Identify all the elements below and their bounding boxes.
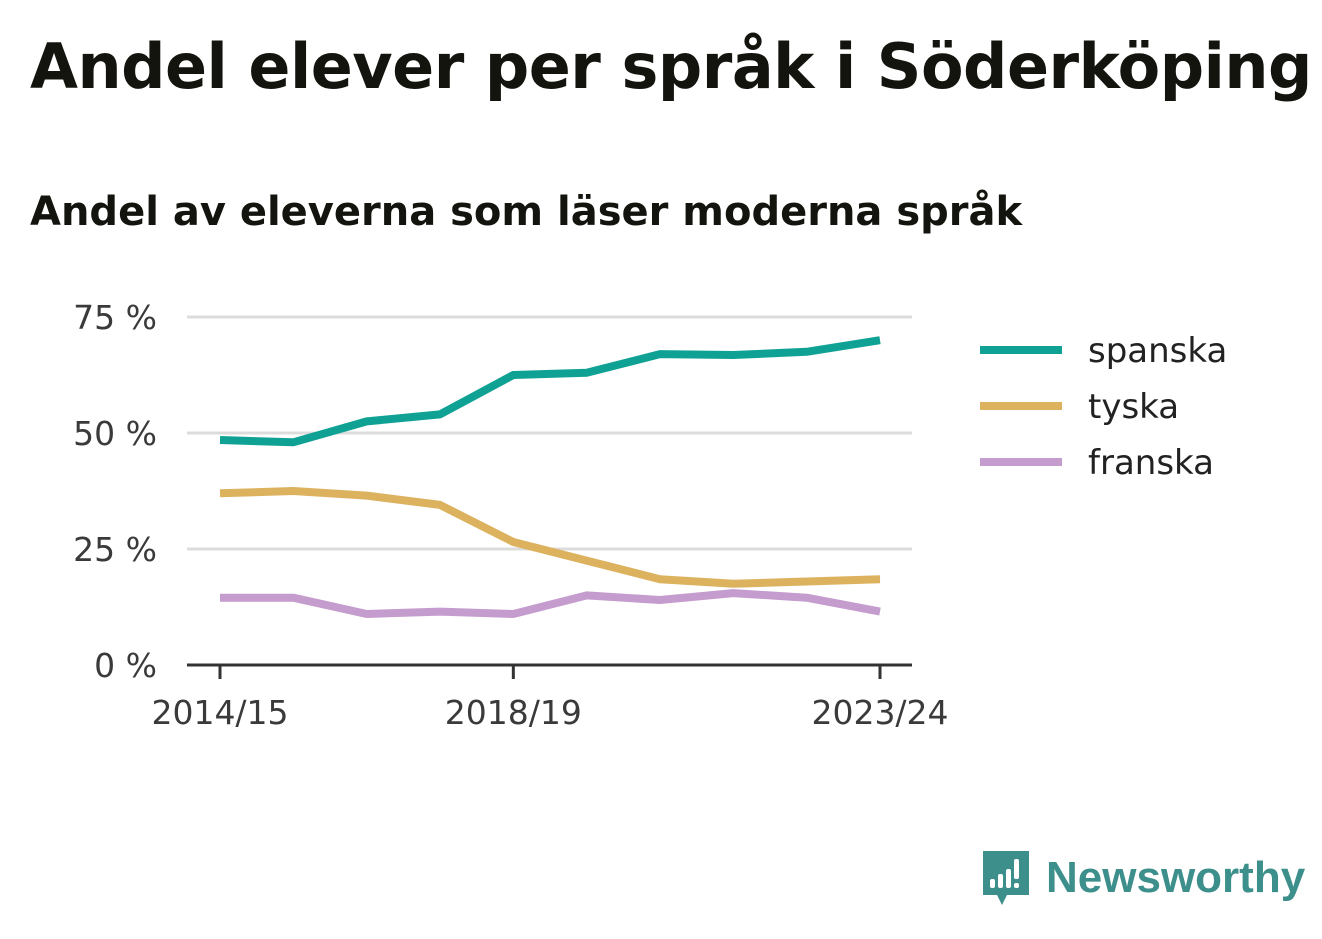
series-line-franska [220, 589, 881, 618]
y-tick-label: 75 % [73, 298, 157, 337]
x-tick-label: 2018/19 [445, 693, 582, 732]
series-line-spanska [219, 336, 881, 447]
legend-label-franska: franska [1088, 443, 1214, 483]
chart-title: Andel elever per språk i Söderköping [30, 30, 1312, 103]
series-lines [219, 336, 881, 618]
legend-label-tyska: tyska [1088, 387, 1179, 427]
newsworthy-logo-text: Newsworthy [1046, 853, 1306, 902]
newsworthy-logo: Newsworthy [980, 848, 1305, 908]
y-tick-label: 25 % [73, 530, 157, 569]
chart-subtitle: Andel av eleverna som läser moderna språ… [30, 189, 1023, 235]
x-axis: 2014/15 2018/19 2023/24 [151, 663, 949, 732]
legend: spanska tyska franska [980, 331, 1227, 483]
x-tick-label: 2014/15 [151, 693, 288, 732]
legend-label-spanska: spanska [1088, 331, 1227, 371]
y-tick-label: 50 % [73, 414, 157, 453]
y-axis: 0 % 25 % 50 % 75 % [73, 298, 157, 685]
newsworthy-logo-icon [983, 851, 1029, 905]
y-tick-label: 0 % [94, 646, 157, 685]
series-line-tyska [219, 487, 881, 588]
x-tick-label: 2023/24 [811, 693, 948, 732]
